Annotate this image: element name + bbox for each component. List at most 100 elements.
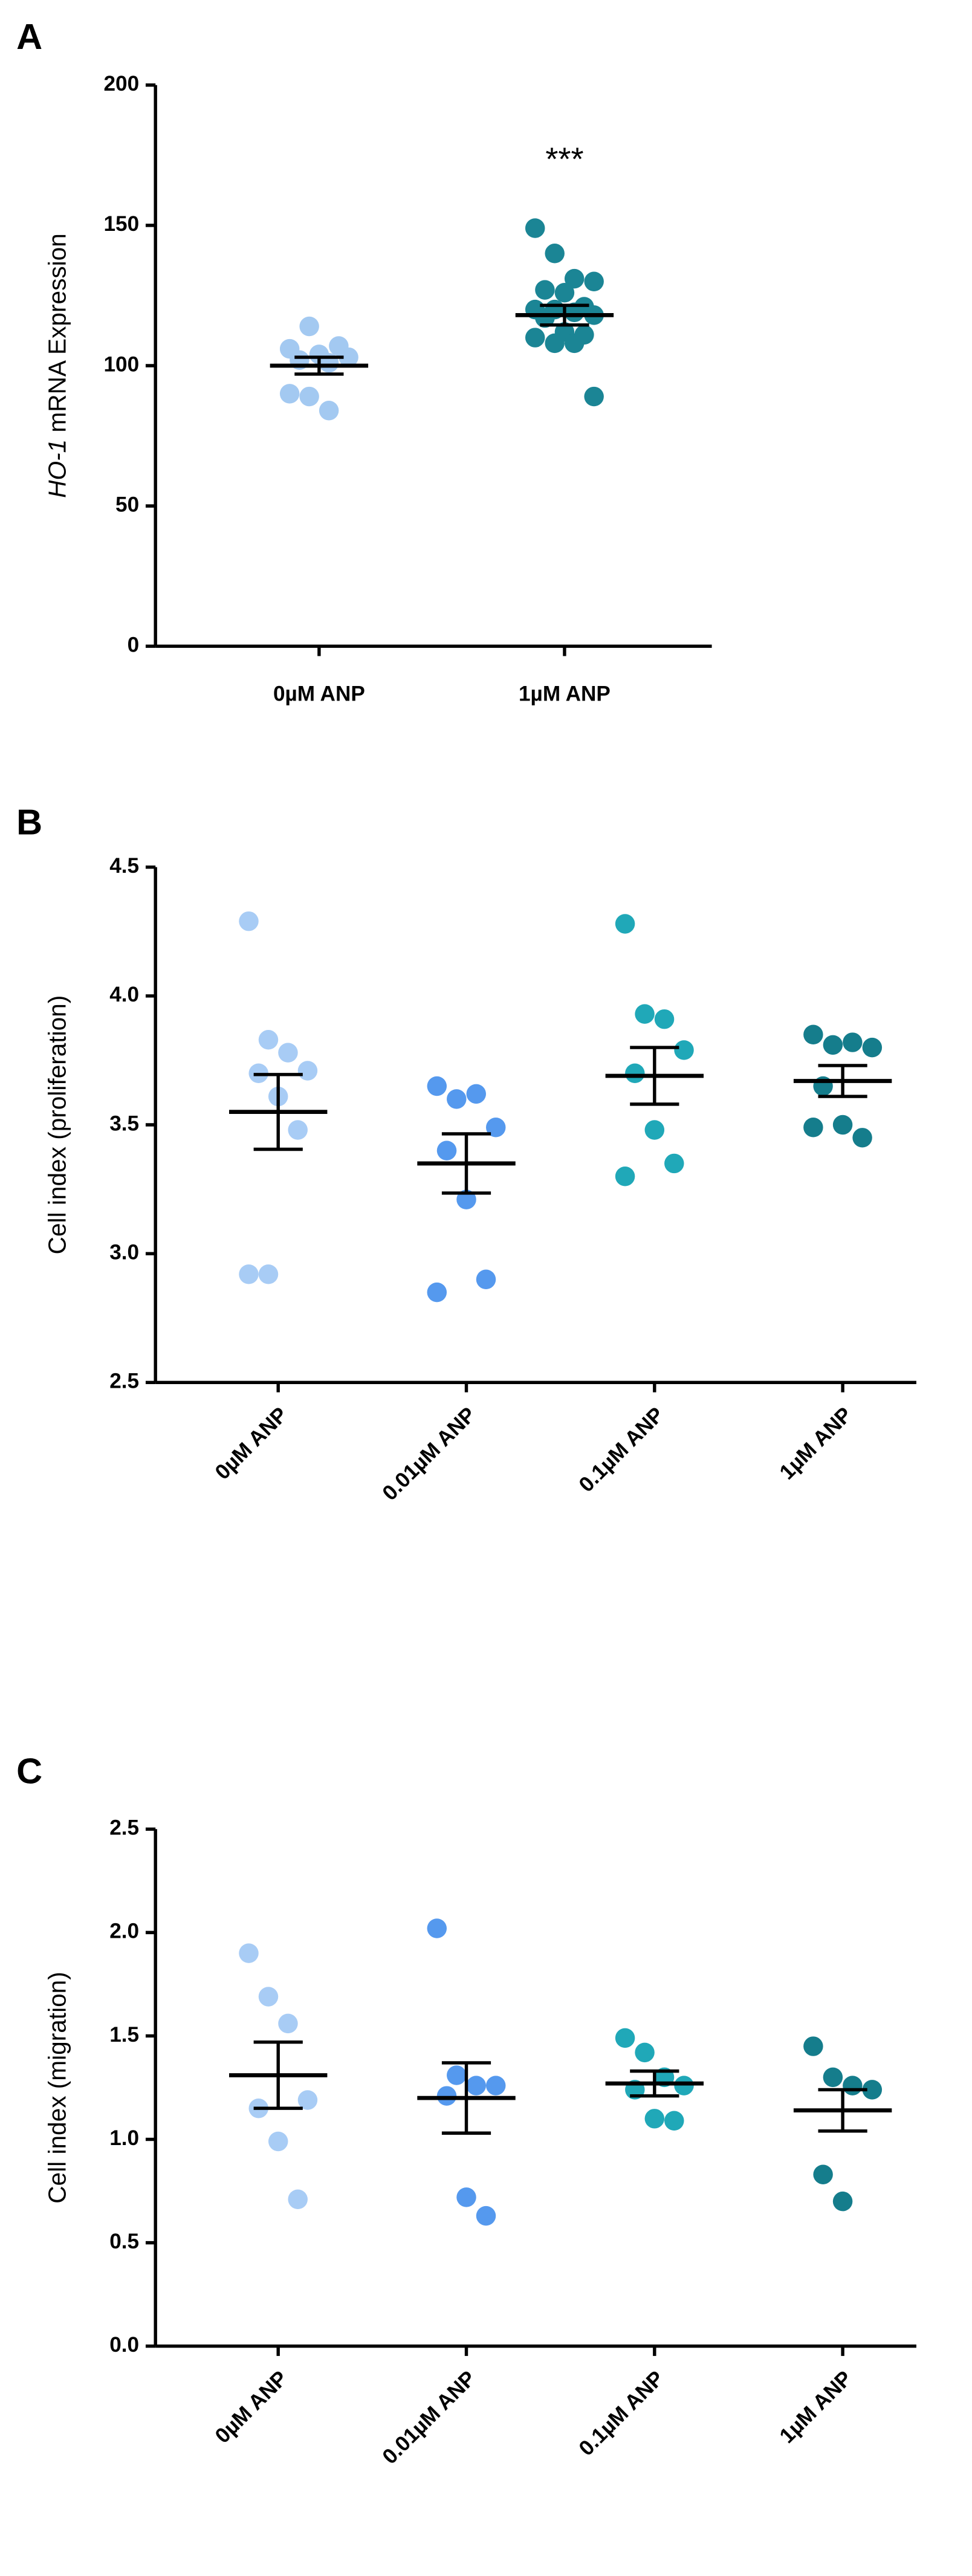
error-bar [818,1064,867,1098]
data-point [584,386,604,407]
y-axis-label: Cell index (migration) [43,1972,71,2204]
data-point [329,336,349,356]
data-point [843,1032,863,1052]
error-bar [540,303,589,327]
y-tick-label: 1.5 [109,2023,139,2047]
data-point [862,1037,883,1058]
data-point [239,1264,259,1284]
data-point [803,1024,823,1045]
data-point [535,308,555,328]
data-point [564,333,585,354]
y-axis-label-part: HO-1 [43,439,71,498]
data-point [535,280,555,300]
x-tick-label: 1µM ANP [775,1403,857,1484]
data-point [545,333,565,354]
data-point [564,302,585,323]
data-point [278,1043,298,1063]
y-tick-label: 2.0 [109,1920,139,1943]
error-bar [818,2088,867,2133]
panel-letter: A [16,16,42,57]
y-tick-label: 200 [103,72,139,95]
x-tick-label: 0µM ANP [210,1403,292,1484]
data-point [813,2164,833,2184]
x-tick-label: 0µM ANP [273,682,365,706]
data-point [664,2111,684,2131]
y-tick-label: 150 [103,212,139,236]
data-point [832,1115,853,1135]
data-point [644,2109,665,2129]
data-point [635,1004,655,1024]
y-tick-label: 1.0 [109,2126,139,2150]
y-tick-label: 50 [115,493,139,516]
data-point [832,2191,853,2212]
data-point [288,2189,308,2209]
data-point [625,1063,645,1083]
data-point [427,1076,447,1096]
data-point [476,2205,496,2226]
x-tick-label: 0.1µM ANP [574,2366,669,2461]
data-point [297,2090,318,2110]
data-point [258,1030,279,1050]
error-bar [441,1132,491,1195]
data-point [258,1987,279,2007]
error-bar [441,2061,491,2135]
data-point [239,1943,259,1963]
x-tick-label: 0µM ANP [210,2366,292,2448]
y-tick-label: 3.0 [109,1240,139,1264]
x-tick-label: 0.01µM ANP [378,2366,481,2469]
x-tick-label: 1µM ANP [775,2366,857,2448]
data-point [319,401,339,421]
data-point [615,914,635,934]
y-axis-label: HO-1 mRNA Expression [43,233,71,498]
data-point [299,386,319,407]
data-point [823,1035,843,1055]
data-point [456,2187,476,2207]
y-axis-label-part: Cell index (proliferation) [43,995,71,1255]
data-point [862,2080,883,2100]
x-tick-label: 0.1µM ANP [574,1403,669,1497]
error-bar [294,355,344,376]
data-point [635,2042,655,2063]
y-tick-label: 2.5 [109,1816,139,1840]
data-point [278,2013,298,2034]
error-bar [253,2040,303,2110]
y-axis-label: Cell index (proliferation) [43,995,71,1255]
data-point [615,2028,635,2048]
data-point [427,1282,447,1303]
data-point [299,316,319,337]
data-point [644,1120,665,1140]
y-tick-label: 3.5 [109,1112,139,1135]
data-point [288,1120,308,1140]
data-point [486,2076,506,2095]
data-point [823,2067,843,2088]
data-point [803,2036,823,2056]
data-point [258,1264,279,1284]
y-tick-label: 100 [103,352,139,376]
data-point [297,1061,318,1081]
data-point [564,268,585,289]
data-point [466,2076,486,2095]
data-point [525,218,545,238]
data-point [843,2076,863,2095]
data-point [309,345,329,364]
x-tick-label: 1µM ANP [519,682,611,706]
error-bar [630,2069,679,2098]
y-tick-label: 0.5 [109,2230,139,2253]
data-point [674,2076,694,2095]
error-bar [630,1046,679,1106]
panel-letter: B [16,802,42,843]
data-point [466,1084,486,1104]
y-tick-label: 4.0 [109,983,139,1006]
data-point [447,2065,467,2085]
y-axis-label-part: Cell index (migration) [43,1972,71,2204]
data-point [476,1269,496,1290]
data-point [239,911,259,931]
error-bar [253,1073,303,1151]
data-point [803,1118,823,1138]
y-tick-label: 4.5 [109,854,139,878]
data-point [268,2131,288,2152]
data-point [654,1009,675,1029]
data-point [427,1918,447,1938]
y-axis-label-part: mRNA Expression [43,233,71,439]
